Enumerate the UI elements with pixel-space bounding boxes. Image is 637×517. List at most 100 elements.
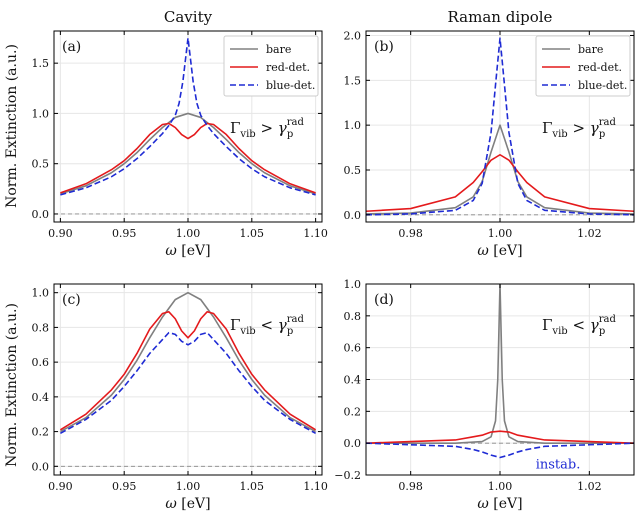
legend-label-2: blue-det. bbox=[266, 79, 315, 92]
legend-box bbox=[535, 35, 631, 97]
y-tick-label-1: 0.5 bbox=[32, 158, 50, 171]
panel-1: 0.98 1.00 1.02 0.0 0.5 1.0 1.5 2.0 ω [eV] (b) bare… bbox=[344, 29, 635, 259]
gamma-vib: Γ bbox=[230, 316, 240, 334]
gamma-p: γ bbox=[590, 119, 599, 137]
series-bare-line bbox=[60, 112, 316, 195]
gamma-p-superscript: rad bbox=[287, 117, 305, 128]
relation-symbol: > bbox=[568, 119, 590, 137]
x-tick-label-0: 0.90 bbox=[48, 227, 73, 240]
panels: 0.90 0.95 1.00 1.05 1.10 0.0 0.5 1.0 1.5 ω [eV] (a… bbox=[32, 29, 635, 512]
series-blue-det-line bbox=[60, 37, 316, 196]
panel-label: (c) bbox=[62, 292, 81, 308]
gamma-p: γ bbox=[278, 316, 287, 334]
x-tick-label-2: 1.02 bbox=[577, 480, 602, 493]
condition-annotation: Γvib > γrad p bbox=[230, 117, 304, 140]
y-tick-label-3: 0.6 bbox=[32, 356, 50, 369]
gamma-p: γ bbox=[278, 119, 287, 137]
series-blue-det-line bbox=[366, 442, 634, 459]
series-bare-line bbox=[59, 291, 317, 433]
x-tick-label-2: 1.02 bbox=[577, 227, 602, 240]
x-tick-label-0: 0.98 bbox=[398, 227, 423, 240]
y-tick-label-0: 0.0 bbox=[32, 208, 50, 221]
x-tick-label-4: 1.10 bbox=[303, 480, 328, 493]
gamma-p-subscript: p bbox=[599, 129, 605, 140]
series-group bbox=[60, 37, 316, 196]
y-tick-label-0: 0.0 bbox=[32, 460, 50, 473]
x-axis-label: ω [eV] bbox=[165, 496, 210, 512]
legend-box bbox=[223, 35, 319, 97]
x-axis-symbol: ω bbox=[477, 243, 489, 259]
series-red-det-line bbox=[366, 430, 634, 444]
y-tick-label-4: 0.6 bbox=[344, 342, 362, 355]
panel-2: 0.90 0.95 1.00 1.05 1.10 0.0 0.2 0.4 0.6 0.8 1.0 ω … bbox=[32, 283, 328, 512]
y-tick-label-0: −0.2 bbox=[334, 469, 361, 482]
instability-note: instab. bbox=[536, 458, 581, 473]
x-tick-label-2: 1.00 bbox=[176, 227, 201, 240]
x-tick-label-3: 1.05 bbox=[240, 480, 265, 493]
legend-label-1: red-det. bbox=[266, 61, 310, 74]
y-tick-label-3: 0.4 bbox=[344, 374, 362, 387]
y-tick-label-2: 0.4 bbox=[32, 391, 50, 404]
y-tick-label-4: 2.0 bbox=[344, 29, 362, 42]
x-axis-unit: [eV] bbox=[177, 496, 211, 512]
legend-label-1: red-det. bbox=[578, 61, 622, 74]
column-title-raman-dipole: Raman dipole bbox=[448, 8, 553, 26]
y-tick-label-3: 1.5 bbox=[344, 74, 362, 87]
gamma-vib: Γ bbox=[542, 119, 552, 137]
x-axis-label: ω [eV] bbox=[165, 243, 210, 259]
gamma-p-subscript: p bbox=[287, 326, 293, 337]
panel-0: 0.90 0.95 1.00 1.05 1.10 0.0 0.5 1.0 1.5 ω [eV] (a… bbox=[32, 30, 328, 259]
series-group bbox=[59, 291, 317, 435]
x-tick-label-1: 1.00 bbox=[488, 480, 513, 493]
y-tick-label-0: 0.0 bbox=[344, 209, 362, 222]
legend-label-0: bare bbox=[578, 43, 603, 56]
series-bare-line bbox=[366, 124, 634, 215]
panel-label: (d) bbox=[374, 292, 394, 308]
series-red-det-line bbox=[59, 310, 317, 431]
series-group bbox=[366, 37, 634, 216]
y-tick-label-1: 0.0 bbox=[344, 437, 362, 450]
legend-label-2: blue-det. bbox=[578, 79, 627, 92]
series-group bbox=[366, 284, 634, 459]
y-tick-label-4: 0.8 bbox=[32, 321, 50, 334]
series-blue-det-line bbox=[366, 37, 634, 216]
series-bare-line bbox=[366, 284, 634, 444]
x-tick-label-1: 1.00 bbox=[488, 227, 513, 240]
x-axis-unit: [eV] bbox=[489, 243, 523, 259]
panel-3: 0.98 1.00 1.02 −0.2 0.0 0.2 0.4 0.6 0.8 1.0 ω [eV]… bbox=[334, 278, 635, 512]
panel-label: (a) bbox=[62, 39, 81, 55]
x-tick-label-2: 1.00 bbox=[176, 480, 201, 493]
x-tick-label-1: 0.95 bbox=[112, 480, 137, 493]
y-tick-label-5: 1.0 bbox=[32, 287, 50, 300]
x-axis-label: ω [eV] bbox=[477, 243, 522, 259]
legend: bare red-det. blue-det. bbox=[535, 35, 631, 97]
y-tick-label-6: 1.0 bbox=[344, 278, 362, 291]
legend: bare red-det. blue-det. bbox=[223, 35, 319, 97]
gamma-vib: Γ bbox=[542, 316, 552, 334]
gamma-vib-subscript: vib bbox=[551, 326, 567, 337]
relation-symbol: < bbox=[256, 316, 278, 334]
y-tick-label-1: 0.2 bbox=[32, 426, 50, 439]
series-blue-det-line bbox=[59, 331, 317, 435]
condition-annotation: Γvib < γrad p bbox=[230, 314, 304, 337]
x-tick-label-0: 0.98 bbox=[398, 480, 423, 493]
column-title-cavity: Cavity bbox=[164, 8, 213, 26]
gamma-p-superscript: rad bbox=[599, 314, 617, 325]
y-tick-label-2: 0.2 bbox=[344, 405, 362, 418]
panel-label: (b) bbox=[374, 39, 394, 55]
x-tick-label-4: 1.10 bbox=[303, 227, 328, 240]
x-axis-label: ω [eV] bbox=[477, 496, 522, 512]
legend-label-0: bare bbox=[266, 43, 291, 56]
gamma-vib: Γ bbox=[230, 119, 240, 137]
x-axis-unit: [eV] bbox=[489, 496, 523, 512]
gamma-p-superscript: rad bbox=[599, 117, 617, 128]
x-tick-label-3: 1.05 bbox=[240, 227, 265, 240]
x-axis-symbol: ω bbox=[165, 496, 177, 512]
gamma-p: γ bbox=[590, 316, 599, 334]
y-tick-label-3: 1.5 bbox=[32, 57, 50, 70]
relation-symbol: < bbox=[568, 316, 590, 334]
gamma-vib-subscript: vib bbox=[551, 129, 567, 140]
gamma-p-subscript: p bbox=[287, 129, 293, 140]
ylabel-bottom: Norm. Extinction (a.u.) bbox=[4, 303, 20, 467]
